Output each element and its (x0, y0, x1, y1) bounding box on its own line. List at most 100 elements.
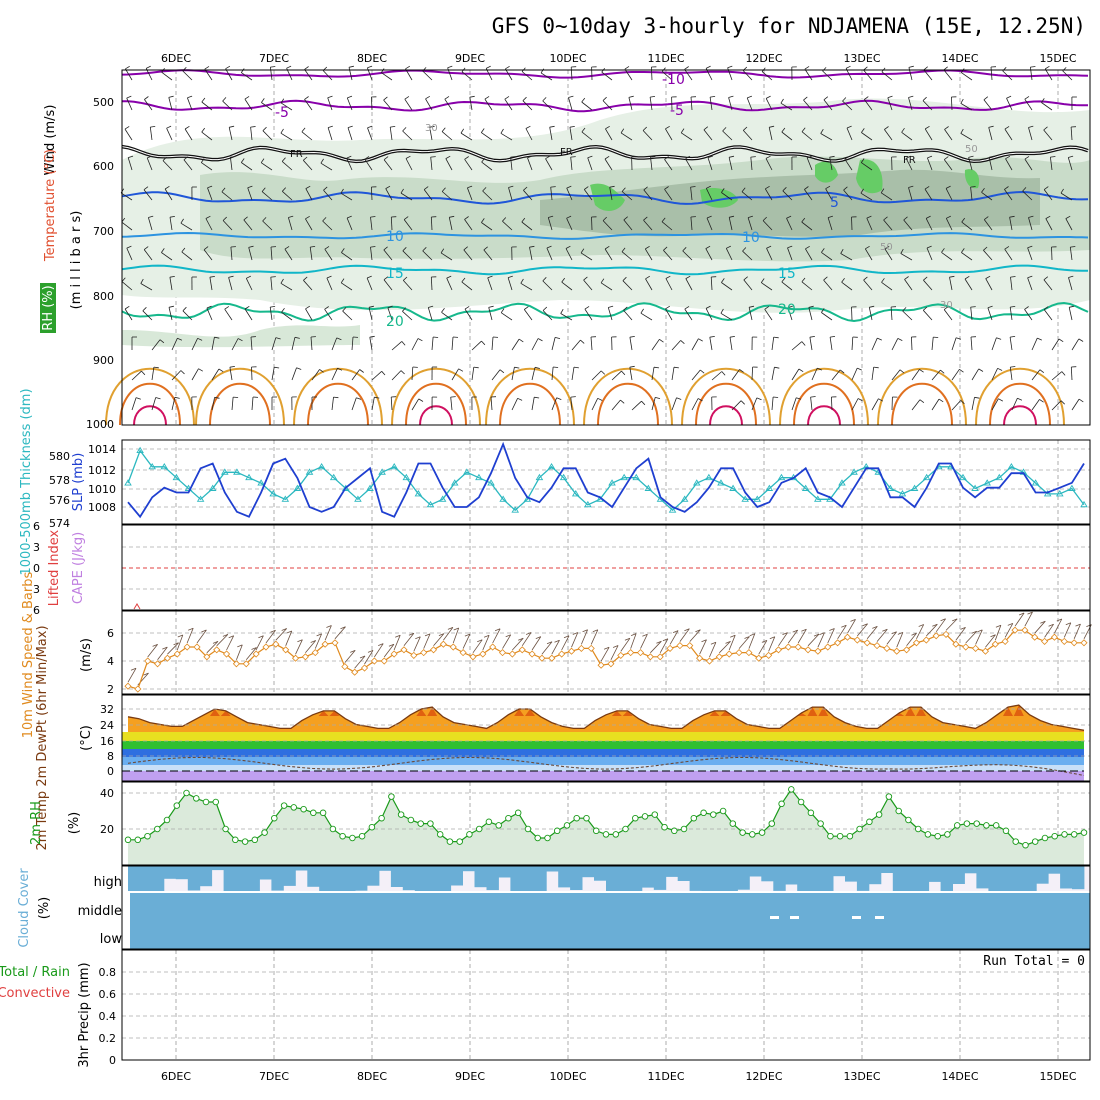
rh-marker (905, 816, 912, 824)
wind-marker (834, 639, 842, 647)
wind-barb-flag (902, 307, 907, 312)
wind-barb (531, 367, 536, 381)
wind-barb-flag (922, 96, 927, 101)
wind-10m-barb (364, 650, 374, 665)
upper-panel-frame (121, 69, 1091, 426)
wind-barb-flag (143, 186, 149, 191)
wind-barb (521, 221, 533, 231)
wind-marker (666, 644, 674, 652)
wind-barb-flag (301, 127, 306, 133)
date-label-top: 11DEC (647, 52, 684, 65)
wind-barb (923, 279, 933, 291)
thickness-marker (910, 484, 919, 491)
wind-barb-flag (960, 400, 965, 405)
wind-barb (327, 127, 333, 141)
wind-10m-barb (866, 626, 878, 640)
wind-barb (561, 281, 573, 291)
wind-barb-flag (356, 397, 362, 400)
wind-barb (571, 367, 575, 381)
wind-barb-flag (809, 336, 815, 338)
wind-barb (140, 283, 153, 291)
rh-marker (339, 832, 346, 840)
wind-10m-barb-flag (388, 643, 395, 647)
wind-barb (180, 222, 193, 231)
wind-barb (884, 129, 893, 141)
wind-barb (161, 252, 173, 261)
wind-barb (988, 157, 993, 171)
wind-barb (1027, 277, 1033, 291)
wind-barb (127, 157, 133, 171)
wind-marker (479, 650, 487, 658)
rh-gridlines (122, 792, 1090, 830)
wind-barb (440, 252, 453, 261)
wind-barb (782, 190, 793, 201)
wind-barb-flag (682, 247, 687, 252)
wind-10m-barb (847, 619, 856, 634)
wind-barb-flag (540, 68, 545, 74)
wind-barb-flag (705, 65, 711, 69)
wind-barb (851, 306, 853, 321)
wind-barb-flag (804, 66, 810, 70)
wind-barb-flag (261, 187, 266, 192)
precip-tick: 0 (109, 1054, 116, 1067)
rh-marker (368, 823, 376, 831)
wind-marker (1031, 633, 1039, 641)
wind-barb (404, 98, 413, 111)
wind-barb (241, 72, 253, 81)
wind-barb (665, 278, 673, 291)
cloud-high-bar (570, 866, 583, 890)
wind-barb (604, 248, 613, 261)
temp-ylabel-left: 2m Temp 2m DewPt (6hr Min/Max) (35, 625, 50, 850)
cloud-level-high: high (94, 875, 122, 890)
wind-barb (728, 157, 733, 171)
wind-barb (842, 100, 853, 111)
wind-barb-flag (587, 155, 593, 159)
wind-barb-flag (569, 126, 575, 128)
wind-barb (823, 99, 833, 111)
wind-barb-flag (903, 216, 908, 221)
slp-tick: 1014 (88, 443, 116, 456)
cape-ylabel: CAPE (J/kg) (71, 532, 86, 604)
wind-barb (671, 397, 677, 411)
wind-barb-flag (839, 369, 845, 374)
wind-barb-flag (441, 187, 446, 192)
wind-10m-barb (176, 634, 184, 651)
cloud-cover-panel: high middle low Cloud Cover (%) (17, 865, 1091, 950)
wind-barb (348, 67, 353, 81)
wind-barb (166, 128, 173, 141)
rh-marker (505, 814, 512, 822)
wind-barb (703, 129, 713, 141)
rh-marker (456, 838, 463, 845)
wind-10m-barb-flag (744, 636, 750, 639)
wind-barb (945, 188, 953, 201)
thickness-marker (1031, 479, 1040, 486)
wind-barb (423, 189, 433, 201)
wind-barb (184, 128, 193, 141)
wind-barb-flag (621, 370, 626, 376)
wind-barb (771, 367, 775, 381)
wind-barb-flag (908, 185, 914, 188)
wind-barb (481, 161, 493, 171)
wind-marker (962, 643, 970, 651)
date-label-top: 7DEC (259, 52, 289, 65)
wind-barb-flag (458, 368, 464, 372)
wind-barb (551, 337, 556, 351)
wind-barb (1051, 400, 1062, 411)
wind-barb (570, 397, 573, 411)
isoline (122, 99, 1089, 113)
wind-barb-flag (729, 215, 735, 218)
cloud-high-bar (283, 866, 296, 886)
wind-barb (804, 189, 813, 201)
wind-barb (840, 253, 853, 261)
wind-barb-flag (348, 65, 354, 68)
rh-marker (749, 831, 756, 838)
thickness-marker (305, 468, 314, 475)
wind-barb-flag (207, 185, 213, 189)
wind-barb (911, 336, 913, 351)
wind-barb (201, 131, 213, 141)
wind-barb (881, 71, 893, 81)
pressure-axis: 500 600 700 800 900 1000 (86, 96, 114, 431)
wind-marker (972, 644, 980, 652)
wind-10m-barb-flag (769, 636, 775, 640)
wind-barb (684, 308, 693, 321)
